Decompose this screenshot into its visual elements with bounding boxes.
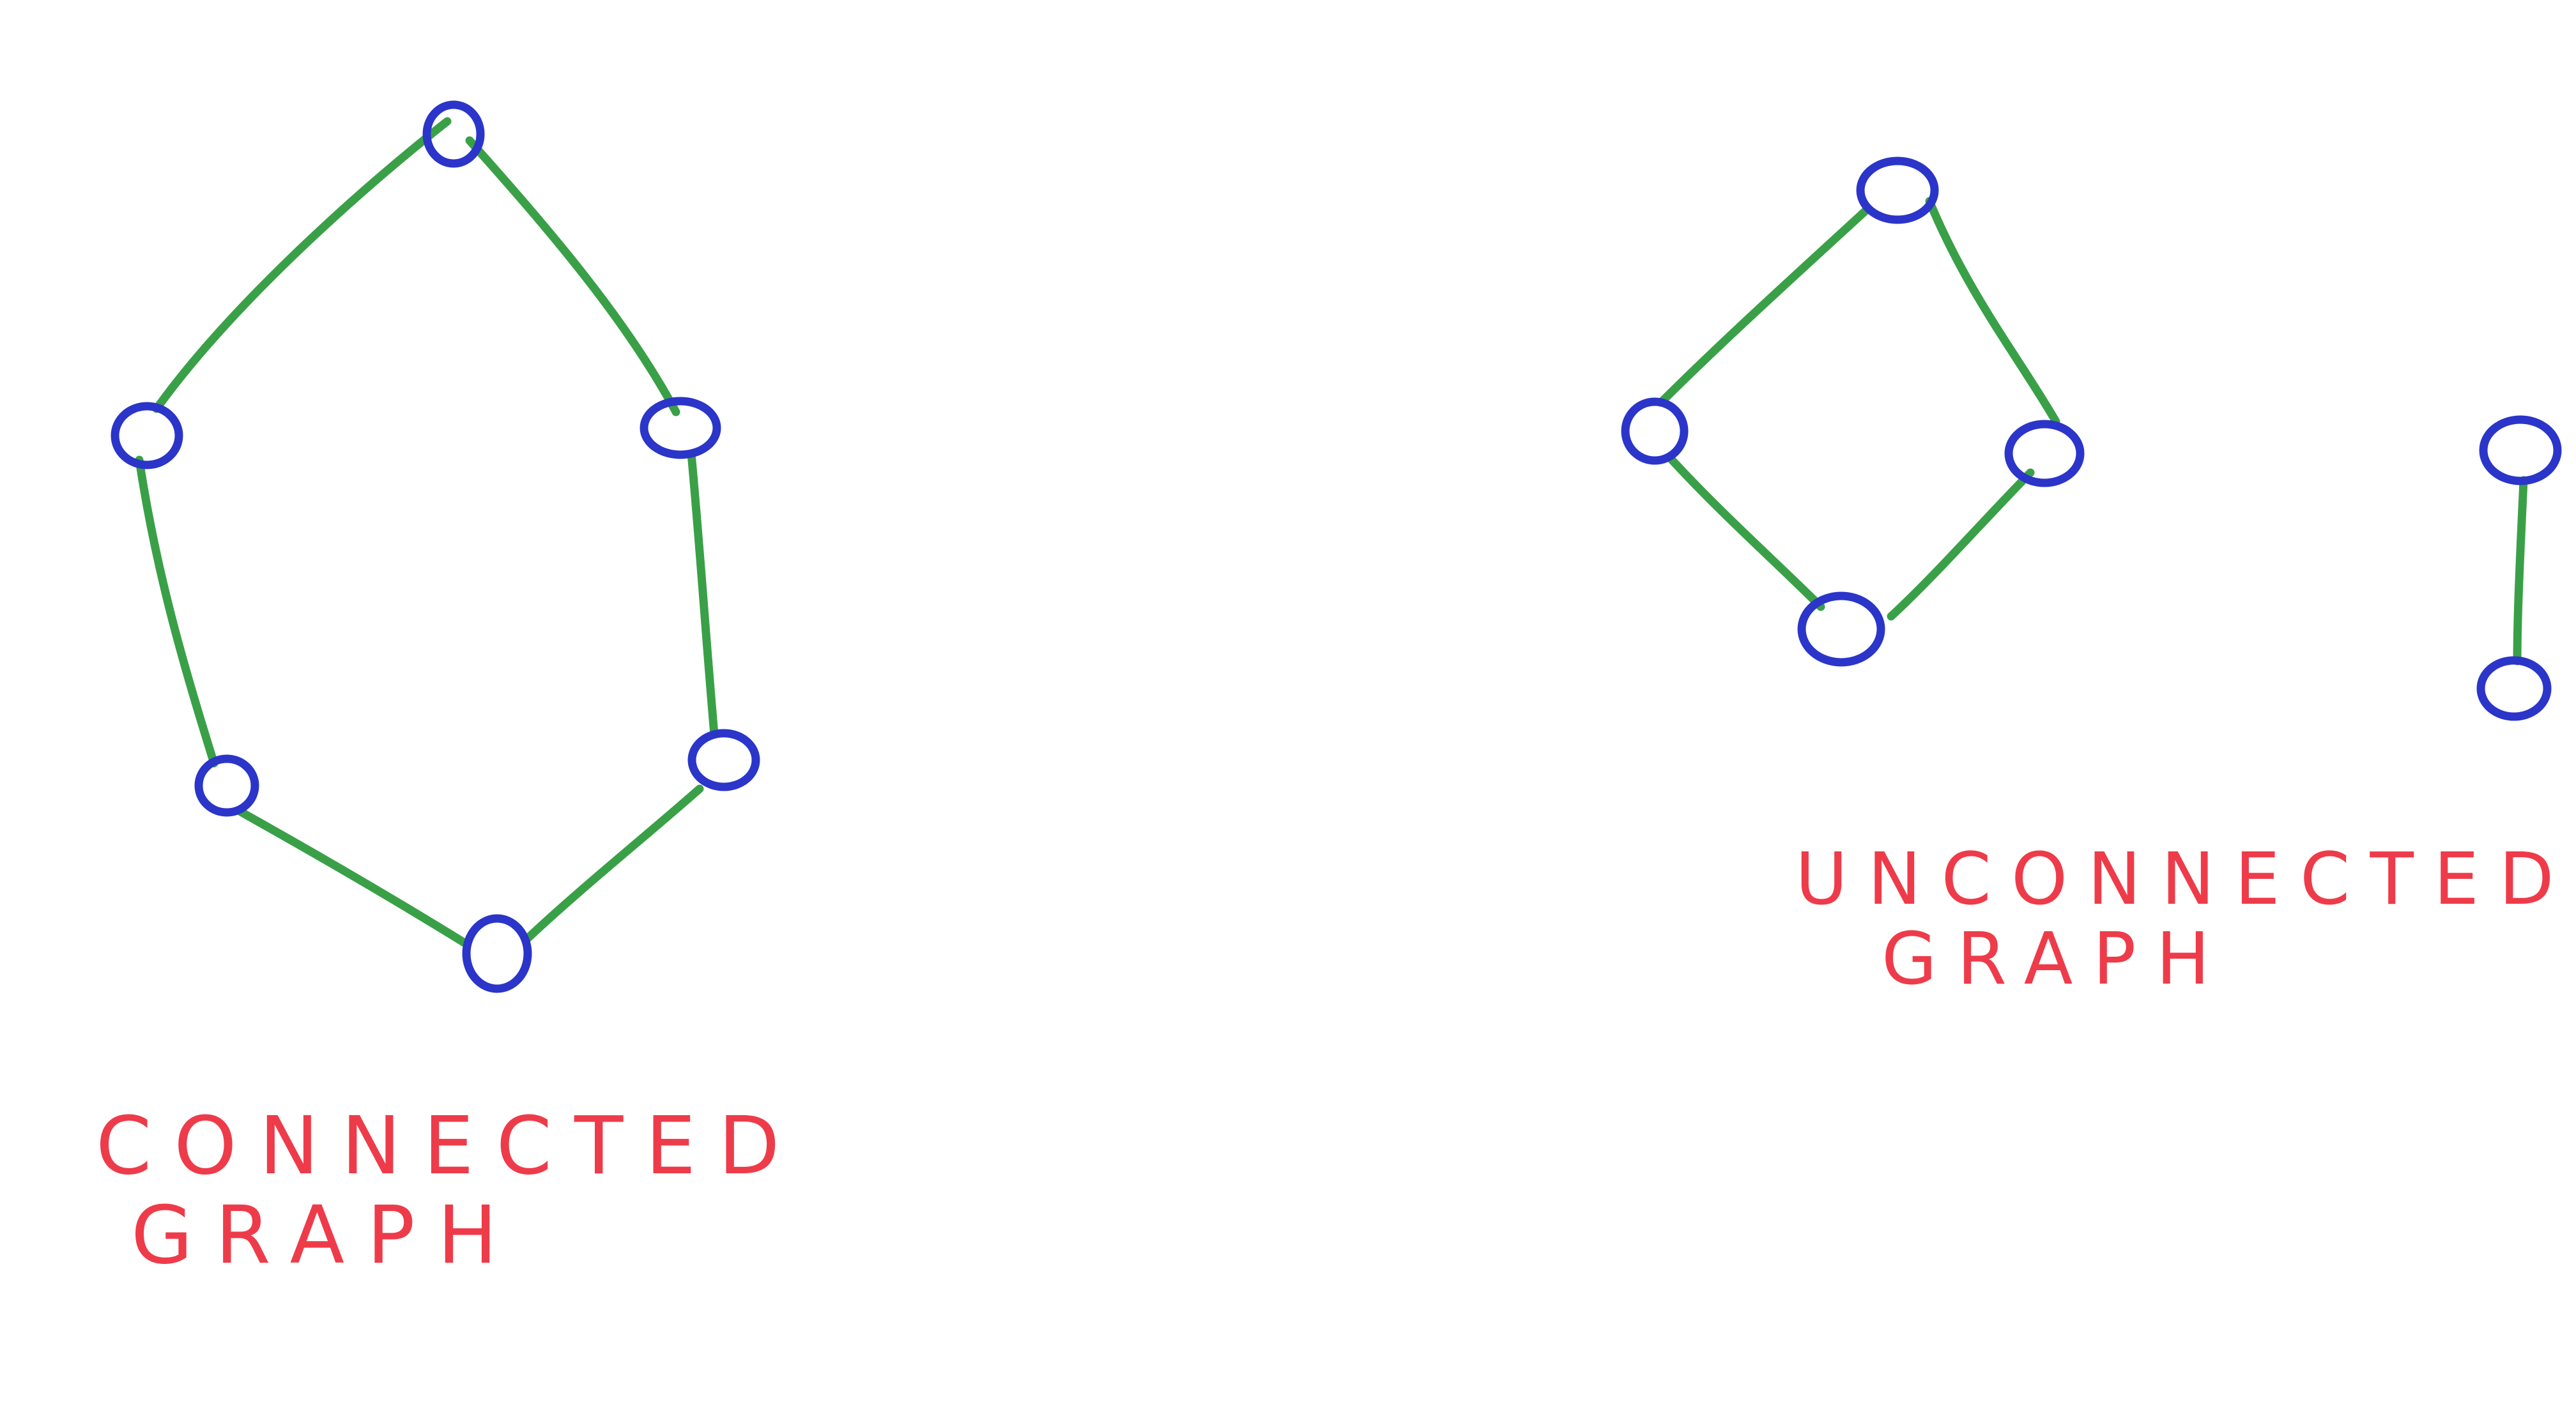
edge — [1887, 468, 2035, 621]
node-diamond-left — [1621, 397, 1689, 465]
edge — [465, 136, 680, 416]
node-diamond-bottom — [1797, 591, 1885, 667]
node-pair-top — [2479, 415, 2562, 485]
edge — [2513, 476, 2528, 666]
node-lower-right — [687, 729, 760, 791]
unconnected-graph — [1621, 156, 2562, 721]
connected-graph-caption: Connected Graph — [96, 1102, 802, 1281]
node-lower-left — [194, 754, 259, 817]
node-diamond-top — [1856, 156, 1939, 224]
edge — [235, 807, 471, 948]
node-diamond-right — [2004, 420, 2085, 487]
caption-line: Graph — [131, 1189, 520, 1282]
edge — [523, 784, 704, 943]
node-top — [422, 100, 485, 168]
edge — [1666, 454, 1825, 611]
edge — [152, 117, 452, 413]
node-upper-right — [640, 397, 721, 459]
edge — [1657, 206, 1870, 407]
edge — [135, 455, 218, 768]
node-pair-bottom — [2476, 656, 2552, 721]
unconnected-graph-caption: Unconnected Graph — [1795, 838, 2575, 1001]
node-bottom — [462, 914, 532, 993]
node-upper-left — [111, 402, 183, 469]
caption-line: Unconnected — [1795, 838, 2575, 921]
connected-graph — [111, 100, 760, 993]
caption-line: Graph — [1882, 918, 2230, 1001]
edge — [1925, 197, 2060, 426]
caption-line: Connected — [96, 1100, 802, 1192]
edge — [687, 449, 719, 739]
